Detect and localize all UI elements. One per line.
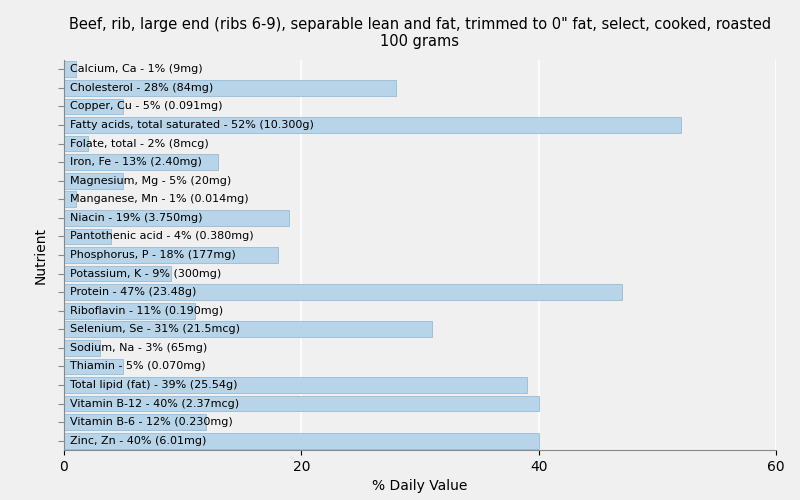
Text: Niacin - 19% (3.750mg): Niacin - 19% (3.750mg) [70,213,202,223]
Text: Riboflavin - 11% (0.190mg): Riboflavin - 11% (0.190mg) [70,306,223,316]
Bar [64,377,526,393]
Text: Protein - 47% (23.48g): Protein - 47% (23.48g) [70,287,196,297]
Bar [64,396,538,411]
Text: Magnesium, Mg - 5% (20mg): Magnesium, Mg - 5% (20mg) [70,176,231,186]
Bar [64,358,123,374]
Bar [64,228,111,244]
Text: Vitamin B-12 - 40% (2.37mcg): Vitamin B-12 - 40% (2.37mcg) [70,398,239,408]
Text: Selenium, Se - 31% (21.5mcg): Selenium, Se - 31% (21.5mcg) [70,324,240,334]
Bar [64,340,99,356]
Bar [64,433,538,448]
Text: Total lipid (fat) - 39% (25.54g): Total lipid (fat) - 39% (25.54g) [70,380,238,390]
Bar [64,136,88,152]
Bar [64,173,123,188]
Text: Manganese, Mn - 1% (0.014mg): Manganese, Mn - 1% (0.014mg) [70,194,249,204]
Bar [64,192,76,207]
Text: Fatty acids, total saturated - 52% (10.300g): Fatty acids, total saturated - 52% (10.3… [70,120,314,130]
Text: Thiamin - 5% (0.070mg): Thiamin - 5% (0.070mg) [70,362,206,372]
X-axis label: % Daily Value: % Daily Value [372,480,468,494]
Bar [64,322,432,337]
Bar [64,210,290,226]
Bar [64,62,76,77]
Text: Vitamin B-6 - 12% (0.230mg): Vitamin B-6 - 12% (0.230mg) [70,417,233,427]
Bar [64,266,171,281]
Bar [64,247,278,263]
Title: Beef, rib, large end (ribs 6-9), separable lean and fat, trimmed to 0" fat, sele: Beef, rib, large end (ribs 6-9), separab… [69,16,771,49]
Text: Sodium, Na - 3% (65mg): Sodium, Na - 3% (65mg) [70,343,207,353]
Bar [64,414,206,430]
Text: Zinc, Zn - 40% (6.01mg): Zinc, Zn - 40% (6.01mg) [70,436,206,446]
Y-axis label: Nutrient: Nutrient [34,226,48,283]
Text: Calcium, Ca - 1% (9mg): Calcium, Ca - 1% (9mg) [70,64,202,74]
Text: Potassium, K - 9% (300mg): Potassium, K - 9% (300mg) [70,268,221,278]
Bar [64,117,681,133]
Bar [64,284,622,300]
Bar [64,98,123,114]
Text: Folate, total - 2% (8mcg): Folate, total - 2% (8mcg) [70,138,209,148]
Text: Cholesterol - 28% (84mg): Cholesterol - 28% (84mg) [70,83,213,93]
Text: Pantothenic acid - 4% (0.380mg): Pantothenic acid - 4% (0.380mg) [70,232,254,241]
Text: Phosphorus, P - 18% (177mg): Phosphorus, P - 18% (177mg) [70,250,236,260]
Text: Copper, Cu - 5% (0.091mg): Copper, Cu - 5% (0.091mg) [70,102,222,112]
Text: Iron, Fe - 13% (2.40mg): Iron, Fe - 13% (2.40mg) [70,157,202,167]
Bar [64,303,194,318]
Bar [64,80,396,96]
Bar [64,154,218,170]
